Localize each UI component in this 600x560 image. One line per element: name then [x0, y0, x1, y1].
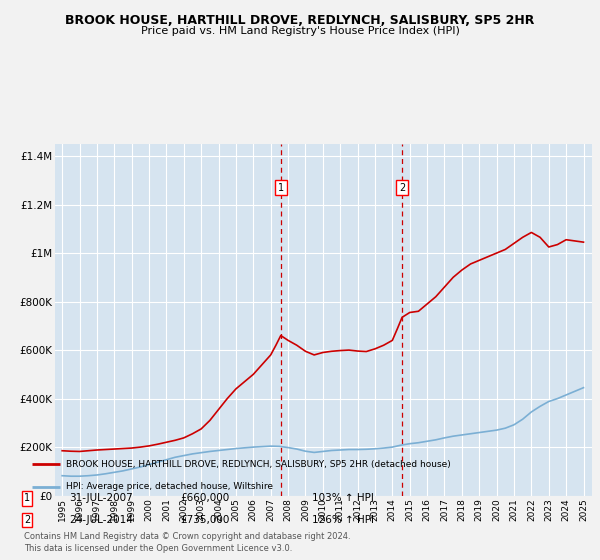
Text: £660,000: £660,000 [180, 493, 229, 503]
Text: 1: 1 [24, 493, 30, 503]
Text: BROOK HOUSE, HARTHILL DROVE, REDLYNCH, SALISBURY, SP5 2HR (detached house): BROOK HOUSE, HARTHILL DROVE, REDLYNCH, S… [66, 460, 451, 469]
Text: Contains HM Land Registry data © Crown copyright and database right 2024.
This d: Contains HM Land Registry data © Crown c… [24, 533, 350, 553]
Text: 24-JUL-2014: 24-JUL-2014 [69, 515, 133, 525]
Text: HPI: Average price, detached house, Wiltshire: HPI: Average price, detached house, Wilt… [66, 482, 273, 491]
Text: £735,000: £735,000 [180, 515, 229, 525]
Text: Price paid vs. HM Land Registry's House Price Index (HPI): Price paid vs. HM Land Registry's House … [140, 26, 460, 36]
Text: 103% ↑ HPI: 103% ↑ HPI [312, 493, 374, 503]
Text: 2: 2 [399, 183, 405, 193]
Text: BROOK HOUSE, HARTHILL DROVE, REDLYNCH, SALISBURY, SP5 2HR: BROOK HOUSE, HARTHILL DROVE, REDLYNCH, S… [65, 14, 535, 27]
Text: 31-JUL-2007: 31-JUL-2007 [69, 493, 133, 503]
Text: 2: 2 [24, 515, 30, 525]
Text: 1: 1 [278, 183, 284, 193]
Text: 126% ↑ HPI: 126% ↑ HPI [312, 515, 374, 525]
